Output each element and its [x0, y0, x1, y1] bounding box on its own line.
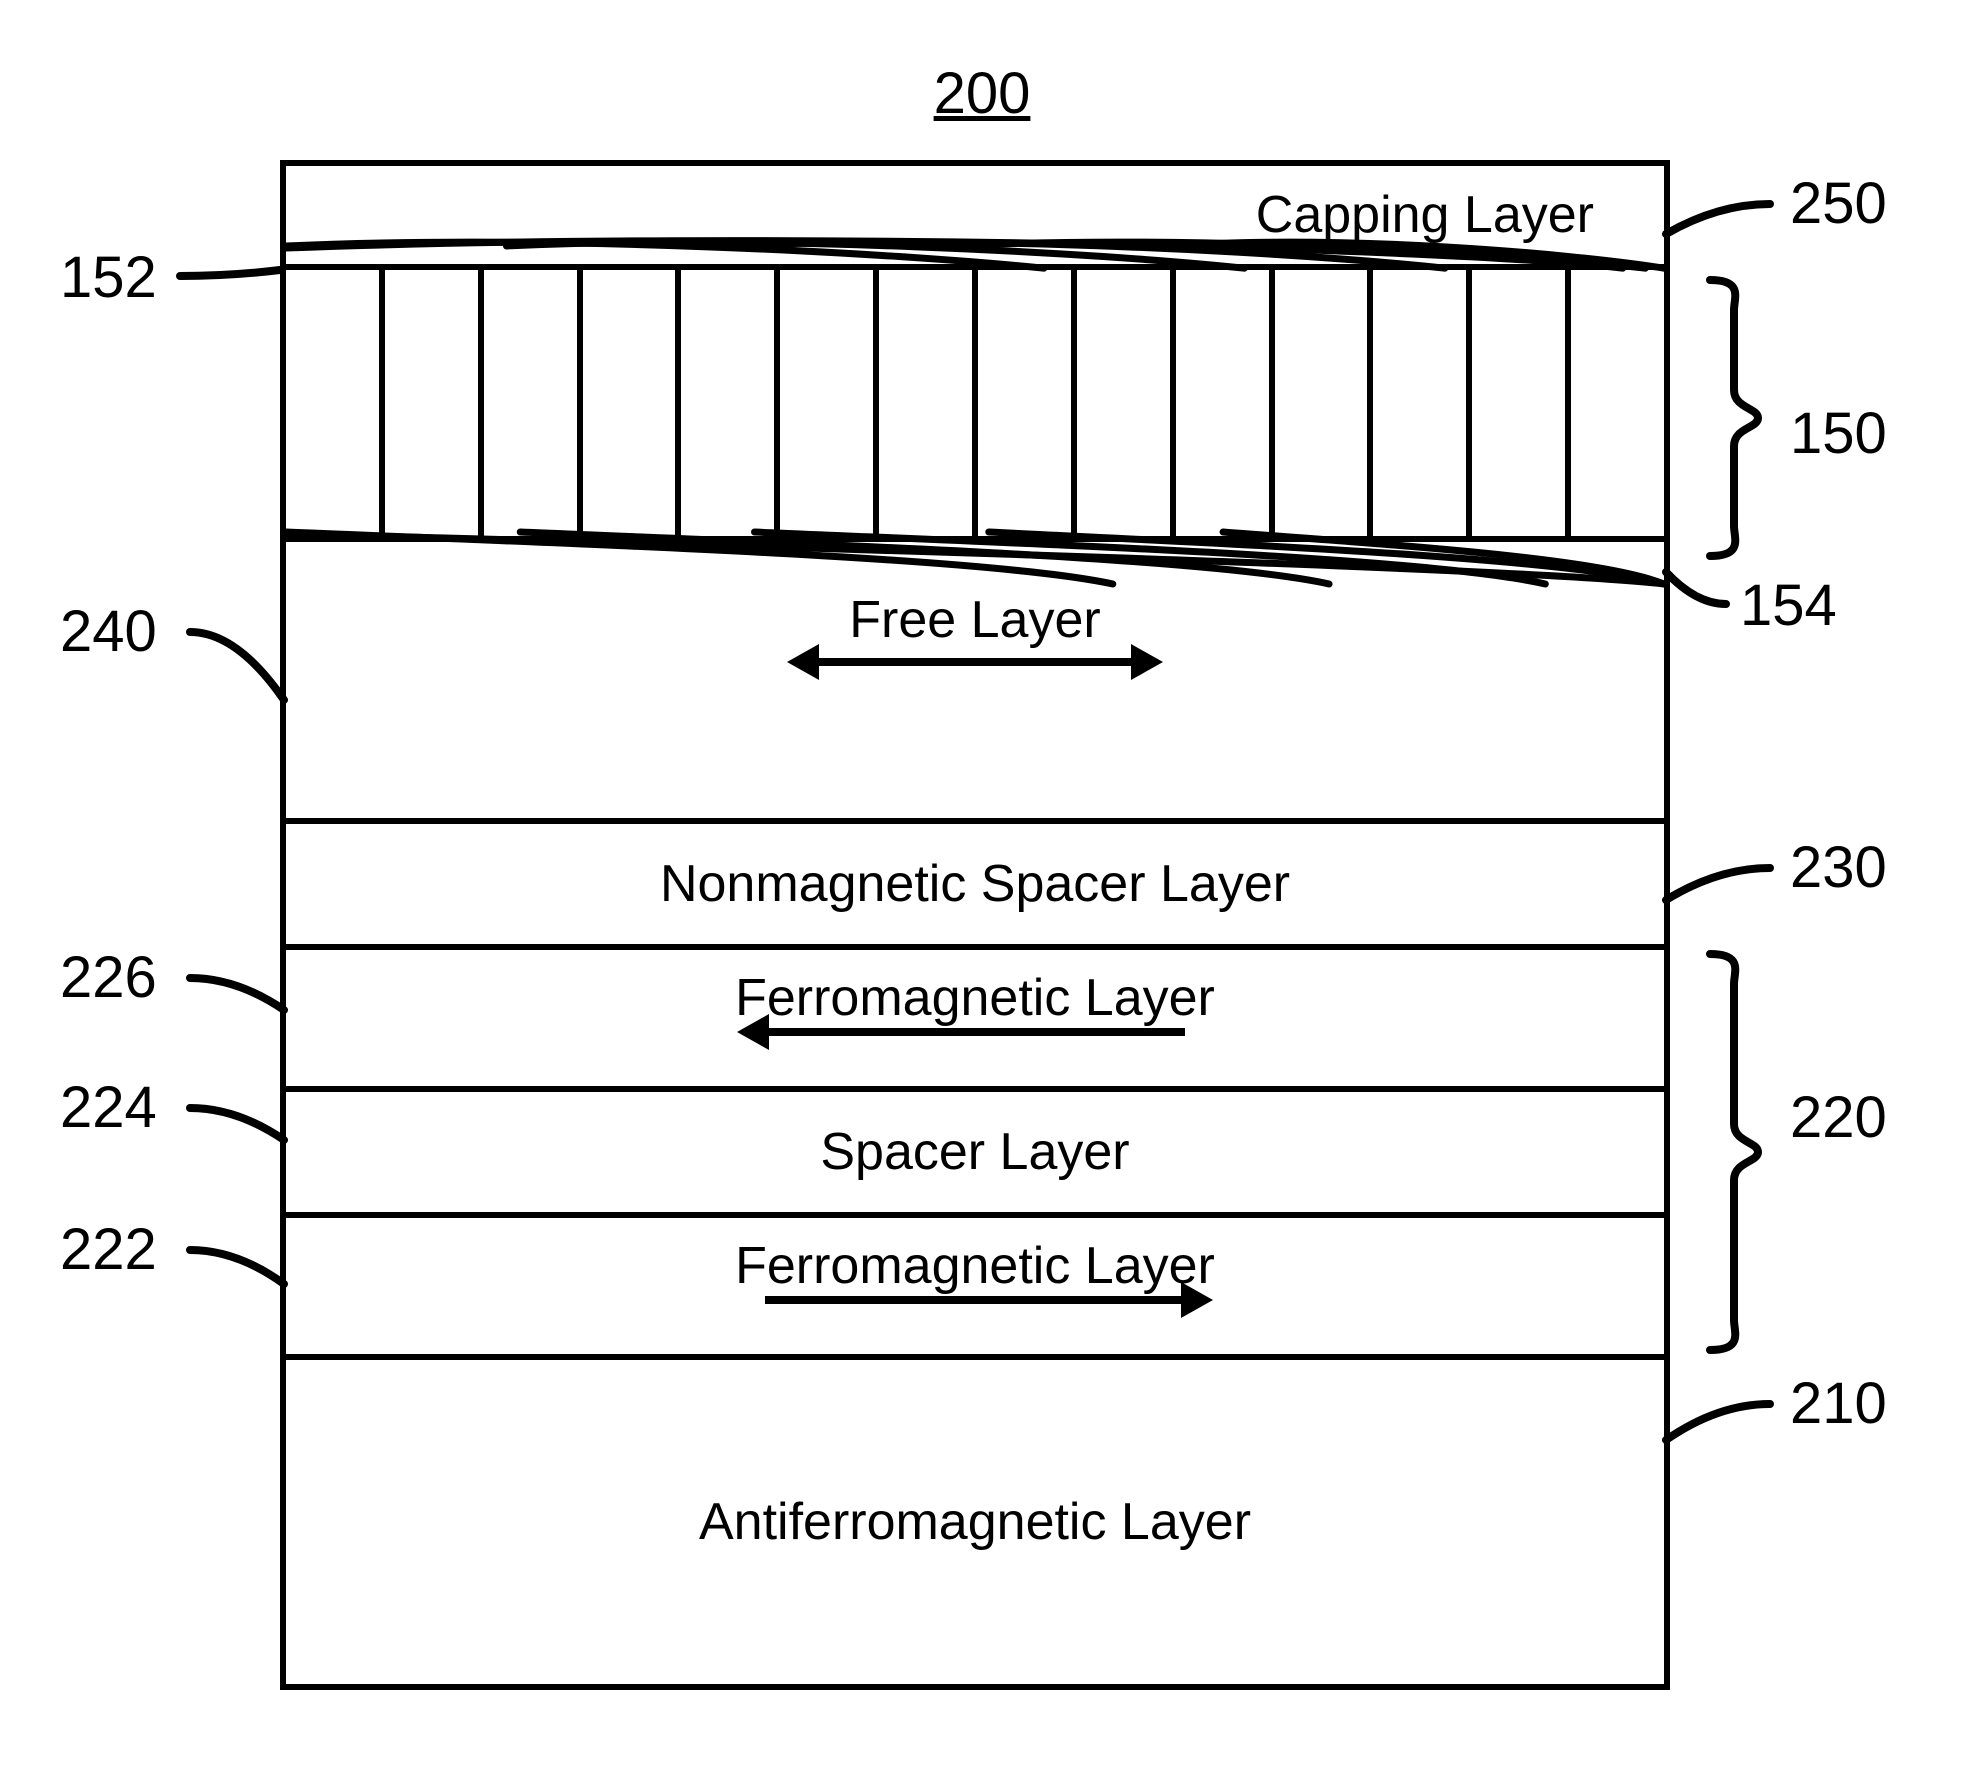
layer-label-fm_bot: Ferromagnetic Layer — [735, 1236, 1215, 1296]
callout-250 — [1666, 204, 1770, 234]
arrow-fm_top — [765, 1028, 1185, 1036]
layer-label-spacer_nm: Nonmagnetic Spacer Layer — [660, 854, 1290, 914]
layer-label-fm_top: Ferromagnetic Layer — [735, 968, 1215, 1028]
arrow-free — [815, 658, 1135, 666]
callout-230 — [1666, 868, 1770, 900]
ref-label-250: 250 — [1790, 170, 1887, 237]
callout-224 — [190, 1108, 284, 1140]
layer-stack: Capping Layer Free Layer Nonmagnetic Space… — [280, 160, 1670, 1690]
layer-fm_top: Ferromagnetic Layer — [286, 950, 1664, 1092]
column-cell — [780, 270, 879, 536]
ref-label-240: 240 — [60, 598, 157, 665]
column-cell — [1373, 270, 1472, 536]
callout-154 — [1666, 572, 1726, 604]
layer-spacer_nm: Nonmagnetic Spacer Layer — [286, 824, 1664, 950]
column-cell — [1077, 270, 1176, 536]
callout-226 — [190, 978, 284, 1010]
columnar-pattern — [286, 270, 1664, 536]
column-cell — [978, 270, 1077, 536]
ref-label-210: 210 — [1790, 1370, 1887, 1437]
ref-label-224: 224 — [60, 1074, 157, 1141]
ref-label-154: 154 — [1740, 572, 1837, 639]
layer-label-afm: Antiferromagnetic Layer — [699, 1492, 1251, 1552]
column-cell — [879, 270, 978, 536]
column-cell — [286, 270, 385, 536]
ref-label-230: 230 — [1790, 834, 1887, 901]
ref-label-152: 152 — [60, 244, 157, 311]
ref-label-150: 150 — [1790, 400, 1887, 467]
arrow-fm_bot — [765, 1296, 1185, 1304]
layer-columnar — [286, 270, 1664, 542]
column-cell — [1176, 270, 1275, 536]
column-cell — [1472, 270, 1571, 536]
layer-label-spacer: Spacer Layer — [820, 1122, 1129, 1182]
diagram-canvas: 200 Capping LayerFree LayerNonmagnetic S… — [0, 0, 1964, 1792]
layer-free: Free Layer — [286, 542, 1664, 824]
callout-152 — [180, 270, 280, 276]
layer-afm: Antiferromagnetic Layer — [286, 1360, 1664, 1684]
layer-label-free: Free Layer — [849, 590, 1100, 650]
callout-210 — [1666, 1404, 1770, 1440]
column-cell — [681, 270, 780, 536]
column-cell — [1275, 270, 1374, 536]
layer-label-capping: Capping Layer — [1256, 185, 1594, 245]
layer-fm_bot: Ferromagnetic Layer — [286, 1218, 1664, 1360]
layer-spacer: Spacer Layer — [286, 1092, 1664, 1218]
bracket-220 — [1710, 954, 1758, 1350]
layer-capping: Capping Layer — [286, 166, 1664, 270]
column-cell — [385, 270, 484, 536]
column-cell — [583, 270, 682, 536]
bracket-150 — [1710, 280, 1758, 556]
callout-240 — [190, 632, 284, 700]
column-cell — [484, 270, 583, 536]
column-cell — [1571, 270, 1664, 536]
ref-label-226: 226 — [60, 944, 157, 1011]
ref-label-222: 222 — [60, 1216, 157, 1283]
ref-label-220: 220 — [1790, 1084, 1887, 1151]
callout-222 — [190, 1250, 284, 1284]
